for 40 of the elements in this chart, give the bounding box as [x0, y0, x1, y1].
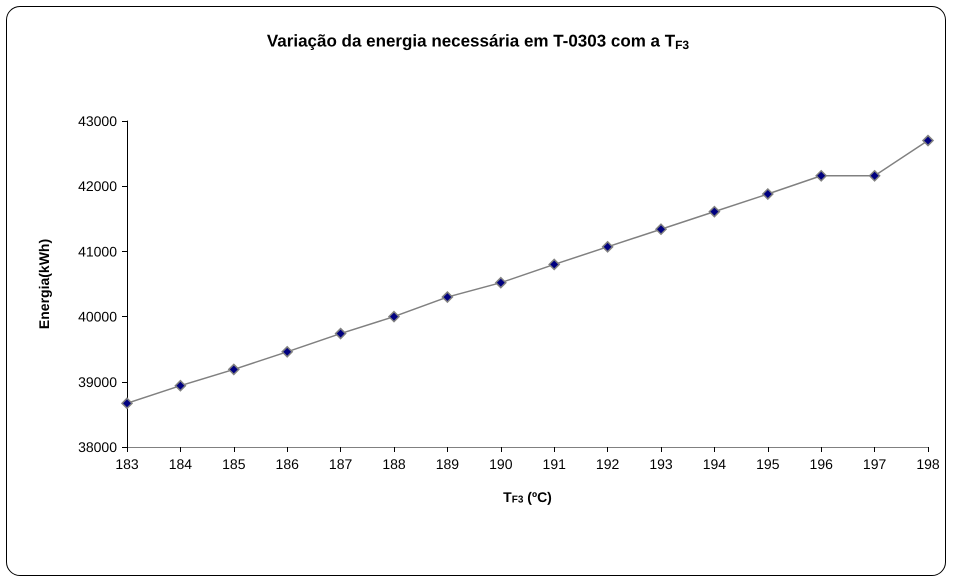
x-tick-label: 191 [542, 456, 566, 472]
x-tick-label: 196 [810, 456, 834, 472]
y-tick-label: 39000 [78, 374, 118, 390]
x-tick-label: 185 [222, 456, 246, 472]
point [548, 258, 560, 270]
y-tick-label: 40000 [78, 308, 118, 325]
y-axis-title: Energia(kWh) [36, 238, 52, 330]
x-tick-label: 184 [168, 456, 192, 472]
x-tick-label: 190 [489, 456, 513, 472]
x-tick-label: 198 [916, 456, 940, 472]
x-tick-label: 188 [382, 456, 406, 472]
point [228, 364, 240, 376]
y-tick-label: 43000 [78, 113, 118, 129]
point [281, 346, 293, 358]
x-tick-label: 192 [596, 456, 620, 472]
y-tick-label: 42000 [78, 178, 118, 194]
point [815, 170, 827, 182]
point [602, 241, 614, 253]
x-tick-label: 193 [649, 456, 673, 472]
point [708, 206, 720, 218]
x-tick-label: 189 [436, 456, 460, 472]
x-tick-label: 195 [756, 456, 780, 472]
x-tick-label: 187 [328, 456, 352, 472]
point [442, 291, 454, 303]
x-axis-title: TF3 (ºC) [503, 489, 552, 506]
point [121, 398, 133, 410]
point [922, 134, 934, 146]
y-tick-label: 41000 [78, 243, 118, 260]
point [334, 328, 346, 340]
point [174, 380, 186, 392]
x-tick-label: 186 [276, 456, 300, 472]
point [762, 188, 774, 200]
point [495, 276, 507, 288]
point [868, 170, 880, 182]
point [388, 310, 400, 322]
x-tick-label: 197 [862, 456, 886, 472]
x-tick-label: 183 [115, 456, 139, 472]
point [655, 223, 667, 235]
y-tick-label: 38000 [78, 439, 118, 455]
x-tick-label: 194 [702, 456, 726, 472]
